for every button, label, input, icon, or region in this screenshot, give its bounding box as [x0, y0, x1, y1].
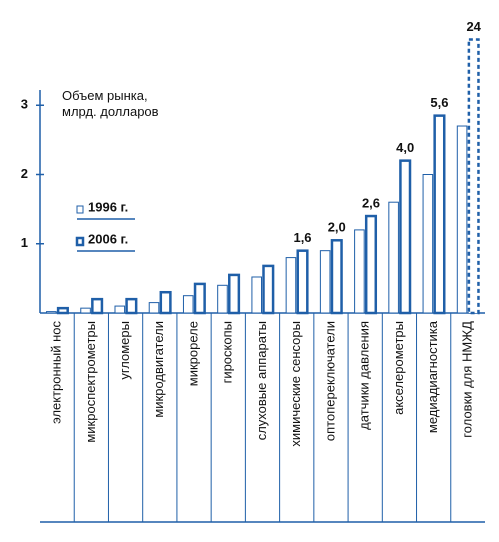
x-tick-label: датчики давления: [357, 321, 372, 430]
x-tick-label: гироскопы: [220, 321, 235, 383]
bar: [182, 295, 194, 314]
bar: [228, 273, 241, 315]
legend-label: 1996 г.: [88, 199, 128, 214]
annotation: 5,6: [430, 95, 448, 110]
annotation: 1,6: [293, 230, 311, 245]
bar: [159, 290, 172, 315]
bar: [193, 282, 206, 315]
bar: [433, 114, 446, 315]
x-tick-label: слуховые аппараты: [254, 321, 269, 440]
x-tick-label: микродвигатели: [151, 321, 166, 418]
legend-marker: [76, 205, 84, 214]
x-tick-label: угломеры: [117, 321, 132, 380]
x-tick-label: микрореле: [185, 321, 200, 386]
legend-label: 2006 г.: [88, 231, 128, 246]
bar: [125, 297, 138, 315]
bar: [46, 311, 57, 314]
bar: [251, 276, 263, 314]
bar: [467, 38, 480, 315]
x-tick-label: оптопереключатели: [322, 321, 337, 441]
x-tick-label: химические сенсоры: [288, 321, 303, 447]
annotation: 2,6: [362, 195, 380, 210]
x-tick-label: акселерометры: [391, 321, 406, 415]
bar: [388, 201, 399, 314]
bar: [330, 239, 343, 315]
bar: [354, 229, 365, 314]
bar: [364, 214, 378, 315]
annotation: 4,0: [396, 140, 414, 155]
annotation: 2,0: [328, 220, 346, 235]
bar: [91, 297, 104, 315]
bar: [456, 125, 468, 314]
bar: [422, 174, 434, 314]
annotation: 24: [466, 19, 481, 34]
bar: [285, 257, 297, 314]
bar: [399, 159, 412, 315]
y-tick-label: 3: [21, 97, 28, 112]
bar: [148, 302, 160, 314]
x-tick-label: головки для НМЖД: [459, 321, 474, 438]
x-tick-label: микроспектрометры: [83, 321, 98, 443]
x-tick-label: медиадиагностика: [425, 320, 440, 433]
y-axis-label: Объем рынка, млрд. долларов: [62, 88, 159, 119]
bar: [296, 249, 309, 315]
bar: [56, 306, 69, 315]
bar: [114, 305, 126, 314]
x-tick-label: электронный нос: [49, 321, 64, 424]
bar: [319, 250, 331, 314]
bar: [80, 307, 91, 314]
y-tick-label: 1: [21, 235, 28, 250]
y-tick-label: 2: [21, 166, 28, 181]
bar: [217, 284, 228, 314]
bar: [262, 264, 275, 315]
legend-marker: [75, 236, 85, 247]
